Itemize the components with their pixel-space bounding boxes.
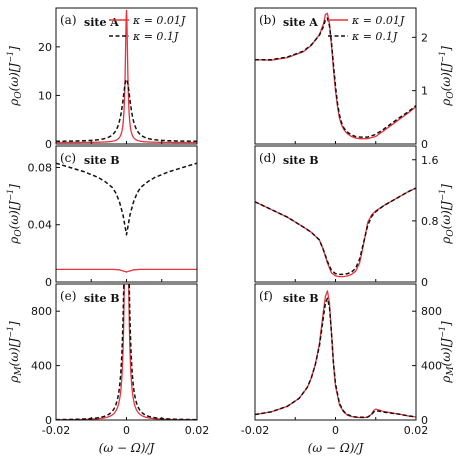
y-tick-label: 800: [31, 305, 52, 318]
plot-frame: [254, 283, 417, 421]
panel-label: (c): [60, 151, 76, 165]
y-tick-label: 0: [45, 414, 52, 427]
plot-frame: [55, 145, 198, 283]
x-tick-label: -0.02: [42, 424, 70, 437]
site-label: site B: [84, 292, 120, 305]
y-tick-label: 10: [38, 89, 52, 102]
x-tick-label: 0: [332, 424, 339, 437]
panel-label: (f): [259, 289, 273, 303]
series-kappa-001-line: [56, 9, 197, 144]
site-label: site B: [283, 292, 319, 305]
series-kappa-001-line: [255, 290, 416, 419]
panel-label: (d): [259, 151, 276, 165]
site-label: site A: [283, 16, 318, 29]
panel-c: 0 0.04 0.08 ρO(ω)[J−1] (c) site B: [6, 145, 198, 289]
y-tick-label: 0.04: [28, 219, 53, 232]
y-tick-label: 400: [31, 360, 52, 373]
series-kappa-001-line: [56, 284, 197, 420]
series-kappa-01-line: [255, 187, 416, 276]
y-tick-label: 800: [421, 305, 442, 318]
panel-a: 0 10 20 ρO(ω)[J−1] (a) site A κ = 0.01J κ = 0.1…: [6, 7, 198, 151]
panel-label: (a): [60, 13, 77, 27]
y-tick-label: 0.8: [421, 215, 439, 228]
y-tick-label: 1.6: [421, 154, 439, 167]
y-tick-label: 0: [421, 414, 428, 427]
y-tick-label: 0: [421, 138, 428, 151]
y-tick-label: 20: [38, 41, 52, 54]
y-axis-label: ρO(ω)[J−1]: [6, 184, 24, 245]
y-axis-label: ρO(ω)[J−1]: [6, 46, 24, 107]
x-tick-label: 0.02: [185, 424, 210, 437]
panel-label: (e): [60, 289, 76, 303]
site-label: site B: [84, 154, 120, 167]
x-axis-label: (ω − Ω)/J: [308, 441, 365, 455]
legend-label: κ = 0.01J: [351, 14, 405, 27]
series-kappa-01-line: [255, 297, 416, 419]
x-tick-label: 0: [123, 424, 130, 437]
x-axis-label: (ω − Ω)/J: [99, 441, 156, 455]
y-axis-label: ρO(ω)[J−1]: [438, 184, 456, 245]
x-tick-label: 0.02: [404, 424, 429, 437]
legend-label: κ = 0.1J: [132, 30, 179, 43]
legend-label: κ = 0.01J: [132, 14, 186, 27]
series-kappa-001-line: [255, 187, 416, 278]
panel-b: 0 1 2 ρO(ω)[J−1] (b) site A κ = 0.01J κ = 0.1J: [254, 7, 456, 151]
panel-d: 0 0.8 1.6 ρO(ω)[J−1] (d) site B: [254, 145, 456, 289]
series-kappa-001-line: [56, 268, 197, 273]
y-tick-label: 0.08: [28, 161, 53, 174]
y-tick-label: 2: [421, 31, 428, 44]
y-tick-label: 0: [45, 138, 52, 151]
site-label: site A: [84, 16, 119, 29]
x-tick-label: -0.02: [241, 424, 269, 437]
y-tick-label: 400: [421, 360, 442, 373]
series-kappa-01-line: [56, 284, 197, 420]
y-axis-label: ρO(ω)[J−1]: [438, 46, 456, 107]
y-axis-label: ρM(ω)[J−1]: [6, 321, 24, 384]
series-kappa-01-line: [255, 17, 416, 138]
y-tick-label: 0: [421, 276, 428, 289]
site-label: site B: [283, 154, 319, 167]
series-kappa-01-line: [56, 78, 197, 143]
series-kappa-01-line: [56, 162, 197, 236]
legend-label: κ = 0.1J: [351, 30, 398, 43]
y-tick-label: 1: [421, 85, 428, 98]
y-tick-label: 0: [45, 276, 52, 289]
plot-frame: [254, 7, 417, 145]
plot-frame: [55, 283, 198, 421]
panel-label: (b): [259, 13, 276, 27]
y-axis-label: ρM(ω)[J−1]: [438, 321, 456, 384]
